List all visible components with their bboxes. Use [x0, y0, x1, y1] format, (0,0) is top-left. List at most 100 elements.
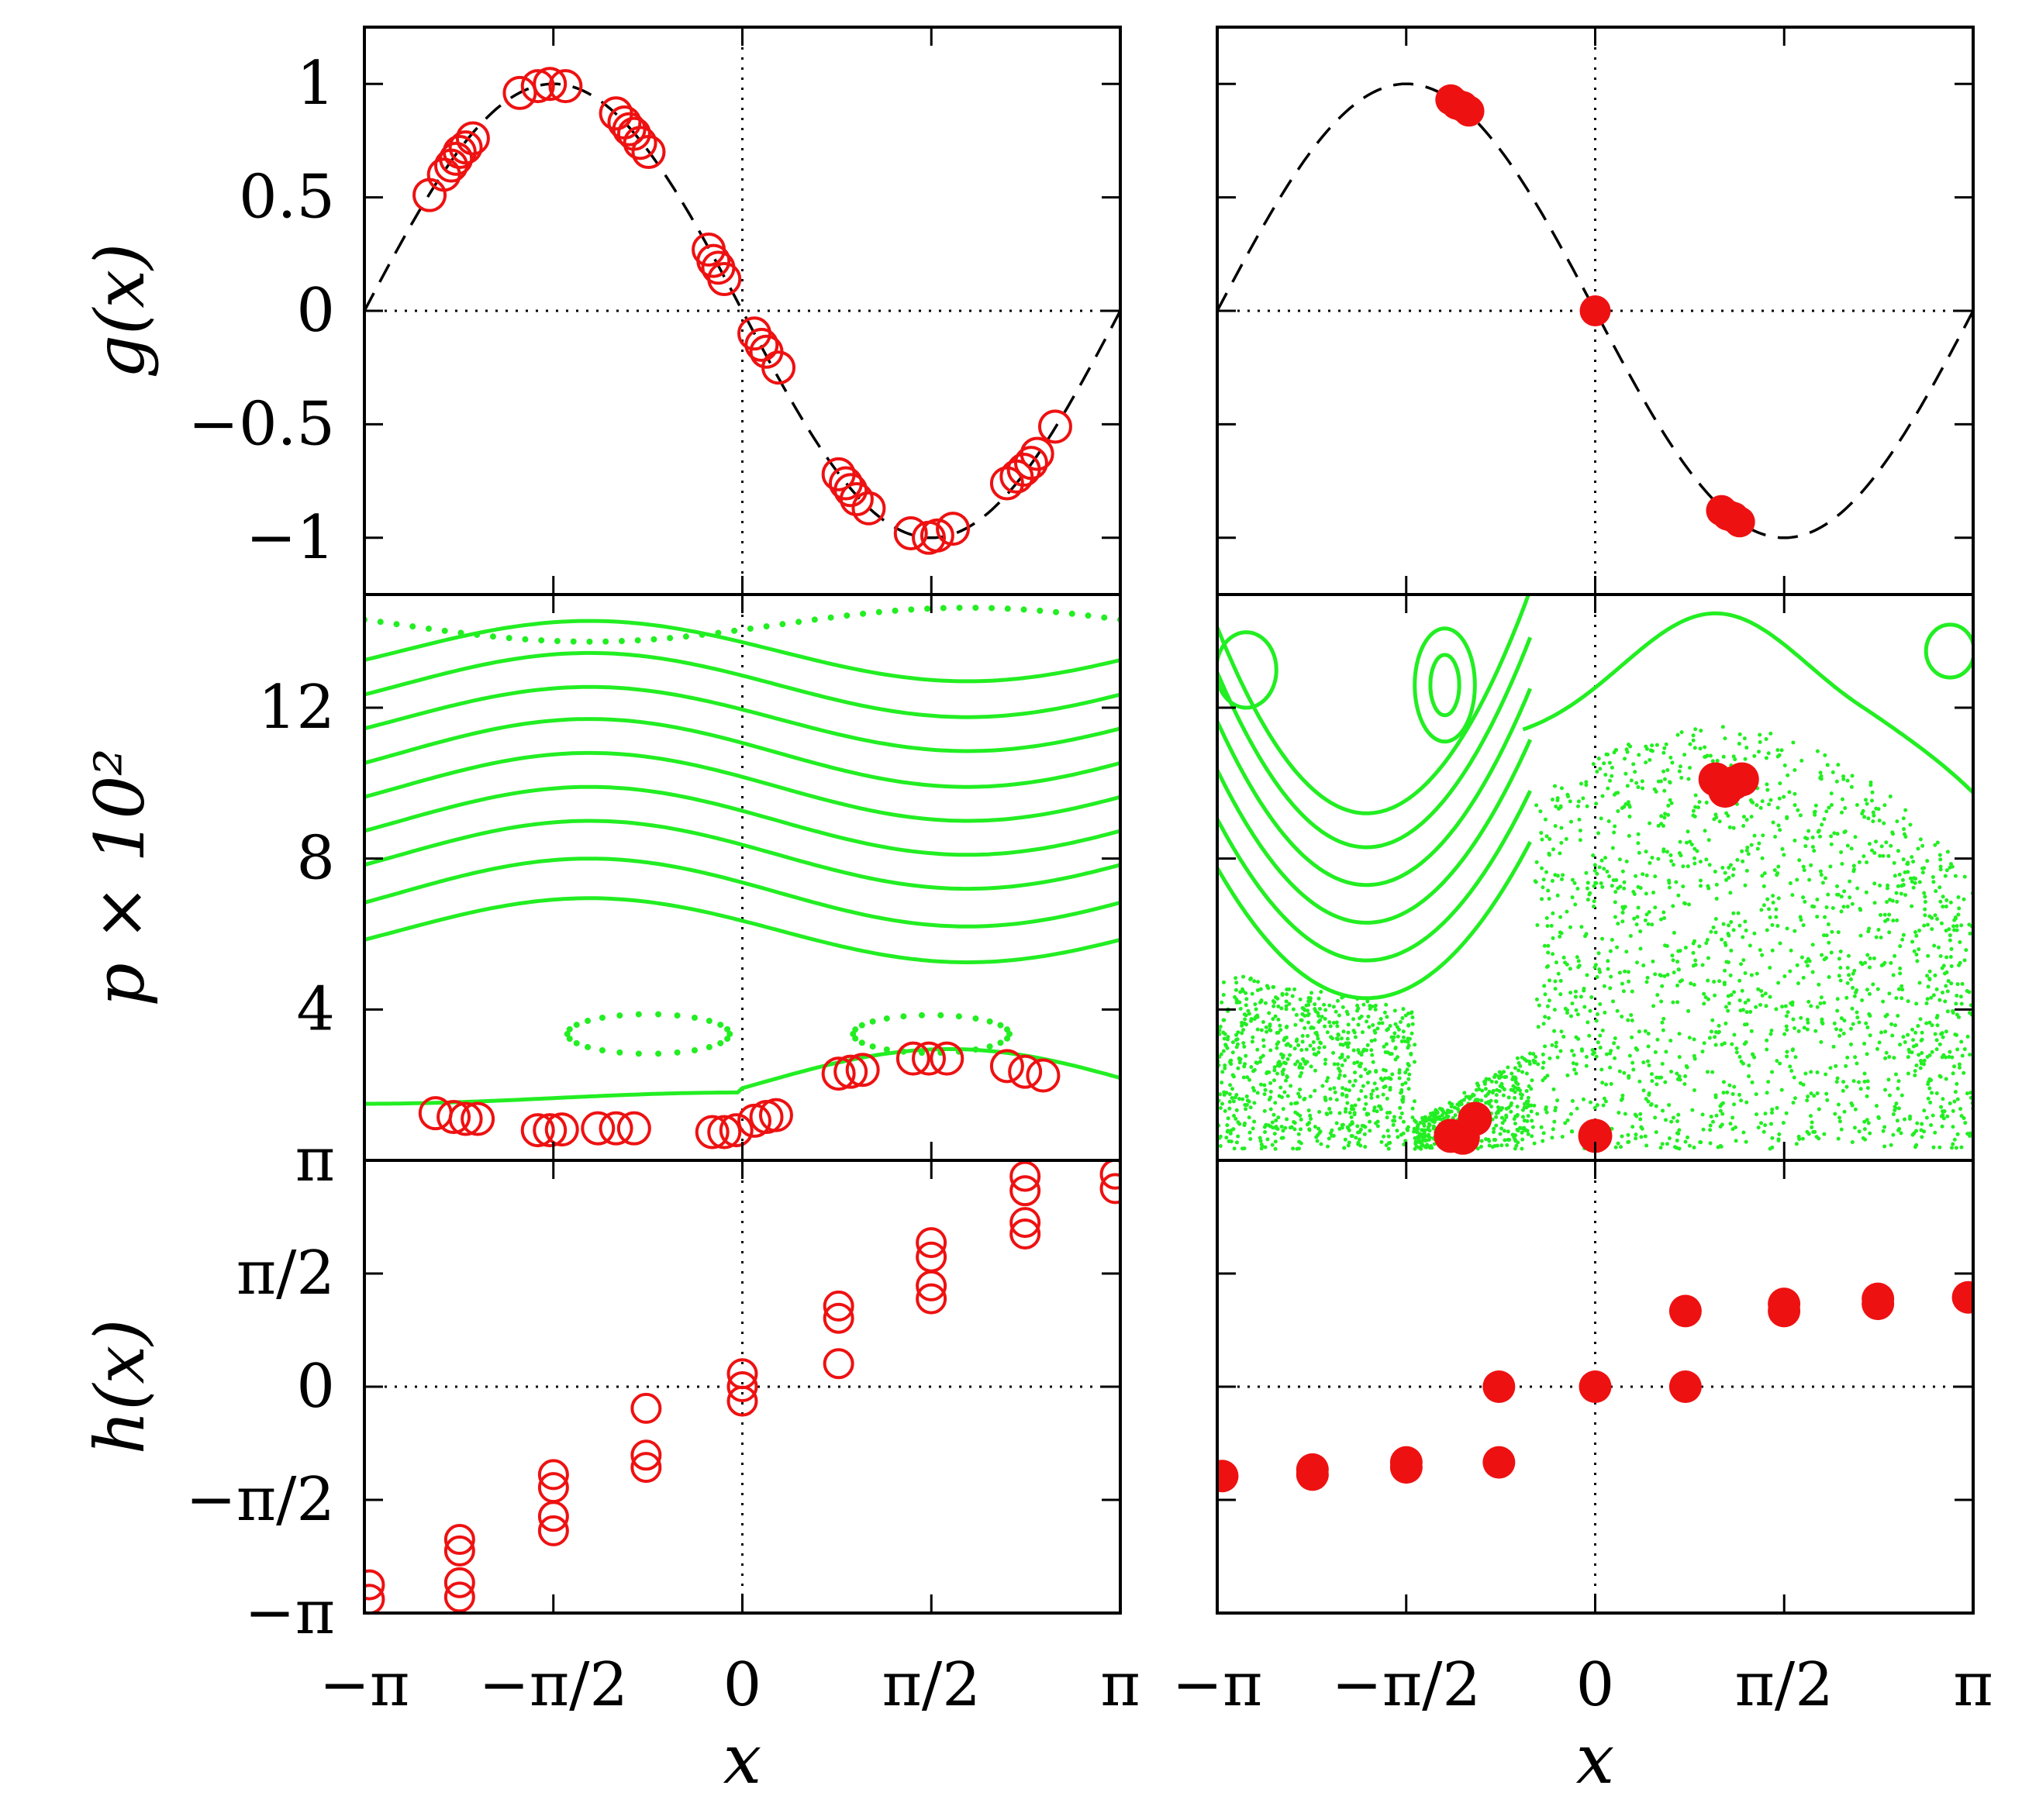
p-chaos-dot	[1851, 985, 1855, 990]
p-chaos-dot	[1729, 948, 1734, 953]
p-chaos-dot	[1820, 1021, 1825, 1025]
p-chaos-dot	[1901, 882, 1906, 887]
p-chaos-dot	[1896, 1014, 1900, 1019]
p-chaos-dot	[1728, 863, 1733, 867]
p-chaos-dot	[1760, 993, 1765, 998]
p-chaos-dot	[1384, 1042, 1389, 1046]
g-data-point	[631, 135, 666, 170]
p-chaos-dot	[1724, 1021, 1728, 1025]
p-chaos-dot	[1364, 1048, 1368, 1053]
p-chaos-dot	[1735, 857, 1740, 862]
p-chaos-dot	[1419, 1132, 1423, 1137]
p-chaos-dot	[1342, 1146, 1347, 1150]
p-island-dot	[986, 1043, 993, 1050]
p-chaos-dot	[1700, 963, 1705, 967]
p-chaos-dot	[1306, 1012, 1311, 1016]
p-chaos-dot	[1276, 1004, 1281, 1008]
p-chaos-dot	[1897, 872, 1902, 877]
p-chaos-dot	[1658, 973, 1662, 977]
p-chaos-dot	[1721, 1080, 1726, 1084]
p-chaos-dot	[1602, 1096, 1606, 1101]
p-chaos-dot	[1566, 794, 1571, 798]
p-chaos-dot	[1864, 890, 1868, 894]
p-chaos-dot	[1894, 1101, 1899, 1106]
p-chaos-dot	[1743, 757, 1748, 761]
p-chaos-dot	[1621, 906, 1626, 911]
p-chaos-dot	[1261, 1044, 1266, 1049]
p-chaos-dot	[1951, 1125, 1955, 1129]
p-chaos-dot	[1911, 1044, 1916, 1049]
p-chaos-dot	[1346, 1030, 1351, 1035]
p-chaos-dot	[1399, 1132, 1403, 1137]
p-chaos-dot	[1585, 886, 1589, 891]
p-chaos-dot	[1630, 989, 1634, 994]
p-chaos-dot	[1841, 1080, 1846, 1084]
right-panel-h-plot-area	[1217, 1160, 1973, 1613]
p-chaos-dot	[1252, 1017, 1257, 1022]
p-chaos-dot	[1295, 1037, 1299, 1042]
p-island-dot	[937, 1012, 944, 1019]
p-chaos-dot	[1285, 1056, 1290, 1061]
p-chaos-dot	[1741, 815, 1746, 819]
p-chaos-dot	[1943, 999, 1948, 1004]
p-chaos-dot	[1230, 1087, 1235, 1091]
p-chaos-dot	[1244, 1053, 1248, 1058]
p-chaos-dot	[1401, 1007, 1406, 1012]
p-chaos-dot	[1627, 814, 1632, 819]
p-chaos-dot	[1651, 891, 1656, 895]
p-chaos-dot	[1727, 1001, 1731, 1006]
p-chaos-dot	[1320, 1015, 1324, 1019]
p-chaos-dot	[1933, 1130, 1937, 1135]
p-chaos-dot	[1582, 1005, 1587, 1009]
p-chaos-dot	[1669, 1119, 1674, 1124]
p-chaos-dot	[1658, 1146, 1663, 1150]
p-chaos-dot	[1319, 990, 1323, 994]
p-chaos-dot	[1741, 1008, 1745, 1012]
p-chaos-dot	[1362, 1132, 1367, 1136]
p-chaos-dot	[1801, 923, 1806, 928]
p-chaos-dot	[1289, 1084, 1293, 1088]
p-chaos-dot	[1851, 867, 1856, 872]
p-chaos-dot	[1819, 1039, 1824, 1044]
p-chaos-dot	[1691, 963, 1696, 968]
p-orbit-dot	[1053, 608, 1060, 615]
p-chaos-dot	[1817, 982, 1821, 987]
p-chaos-dot	[1741, 1130, 1746, 1135]
p-chaos-dot	[1703, 995, 1708, 1000]
p-chaos-dot	[1776, 823, 1781, 828]
p-island-dot	[1004, 1026, 1011, 1033]
left-x-axis-title: x	[723, 1719, 762, 1799]
p-chaos-dot	[1923, 907, 1927, 912]
p-chaos-dot	[1271, 998, 1275, 1003]
p-chaos-dot	[1276, 1030, 1281, 1035]
p-chaos-dot	[1361, 1124, 1366, 1129]
p-chaos-dot	[1422, 1123, 1427, 1128]
p-chaos-dot	[1692, 861, 1697, 866]
p-chaos-dot	[1706, 886, 1711, 891]
p-chaos-dot	[1770, 1145, 1775, 1150]
p-orbit-dot	[586, 638, 593, 645]
p-chaos-dot	[1234, 1116, 1238, 1121]
p-chaos-dot	[1705, 1070, 1710, 1074]
p-chaos-dot	[1894, 996, 1899, 1001]
p-chaos-dot	[1316, 996, 1321, 1001]
p-chaos-dot	[1931, 1113, 1935, 1118]
p-chaos-dot	[1729, 919, 1734, 924]
p-chaos-dot	[1313, 1088, 1317, 1093]
g-data-point	[833, 473, 868, 508]
p-chaos-dot	[1717, 979, 1722, 984]
p-chaos-dot	[1778, 828, 1782, 832]
p-chaos-dot	[1529, 1087, 1534, 1091]
p-chaos-dot	[1882, 1125, 1887, 1129]
p-chaos-dot	[1879, 844, 1884, 849]
p-chaos-dot	[1637, 1079, 1642, 1084]
p-chaos-dot	[1608, 1051, 1613, 1056]
p-chaos-dot	[1768, 798, 1773, 802]
p-chaos-dot	[1246, 1008, 1251, 1013]
p-chaos-dot	[1603, 1010, 1607, 1015]
p-chaos-dot	[1532, 1060, 1537, 1065]
p-chaos-dot	[1842, 889, 1847, 894]
p-chaos-dot	[1514, 1081, 1519, 1085]
p-chaos-dot	[1896, 1079, 1901, 1084]
p-chaos-dot	[1920, 1050, 1924, 1055]
